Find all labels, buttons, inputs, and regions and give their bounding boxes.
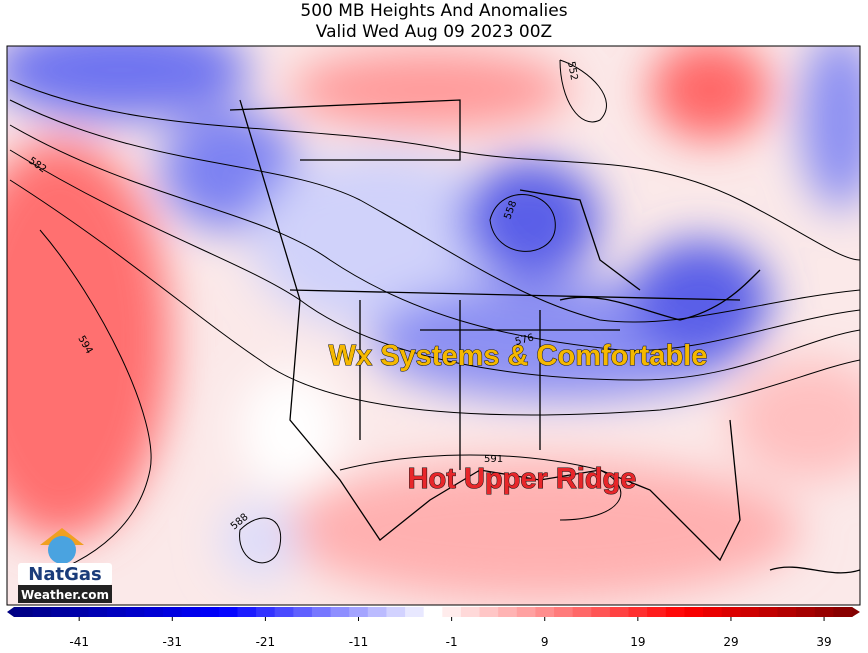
colorbar-step bbox=[777, 607, 797, 617]
logo-icon bbox=[48, 536, 76, 564]
colorbar-step bbox=[349, 607, 369, 617]
colorbar-step bbox=[274, 607, 294, 617]
colorbar-step bbox=[386, 607, 406, 617]
colorbar-step bbox=[237, 607, 257, 617]
colorbar-step bbox=[293, 607, 313, 617]
colorbar-step bbox=[423, 607, 443, 617]
colorbar-tick-label: 29 bbox=[723, 635, 738, 649]
colorbar-step bbox=[740, 607, 760, 617]
contour-label: 576 bbox=[514, 332, 535, 348]
annotation: Hot Upper Ridge bbox=[408, 463, 637, 495]
colorbar-step bbox=[256, 607, 276, 617]
colorbar-step bbox=[460, 607, 481, 617]
colorbar-step bbox=[51, 607, 71, 617]
boundaries bbox=[229, 99, 860, 574]
logo-text: Weather.com bbox=[21, 588, 109, 602]
colorbar-step bbox=[14, 607, 34, 617]
map-frame bbox=[6, 45, 861, 606]
colorbar-tick-label: -1 bbox=[446, 635, 458, 649]
colorbar-step bbox=[200, 607, 220, 617]
colorbar-tick-label: -31 bbox=[162, 635, 182, 649]
colorbar-step bbox=[814, 607, 834, 617]
contour-label: 591 bbox=[484, 454, 503, 465]
colorbar-step bbox=[405, 607, 425, 617]
colorbar-step bbox=[218, 607, 238, 617]
colorbar-step bbox=[181, 607, 201, 617]
colorbar-step bbox=[107, 607, 127, 617]
logo-bg bbox=[18, 563, 112, 585]
logo-text: NatGas bbox=[28, 564, 101, 585]
colorbar-step bbox=[758, 607, 779, 617]
colorbar-step bbox=[703, 607, 723, 617]
colorbar-step bbox=[32, 607, 52, 617]
logo: NatGas Weather.com bbox=[18, 528, 112, 603]
colorbar-step bbox=[516, 607, 536, 617]
colorbar-tick-label: -41 bbox=[69, 635, 89, 649]
title: 500 MB Heights And Anomalies bbox=[300, 1, 567, 21]
logo-bg bbox=[18, 585, 112, 603]
colorbar-step bbox=[88, 607, 108, 617]
colorbar-tick-label: 9 bbox=[541, 635, 549, 649]
colorbar-step bbox=[796, 607, 816, 617]
contours bbox=[9, 59, 860, 581]
colorbar-step bbox=[833, 607, 853, 617]
colorbar-step bbox=[367, 607, 387, 617]
colorbar-step bbox=[665, 607, 685, 617]
colorbar-step bbox=[330, 607, 350, 617]
colorbar-step bbox=[684, 607, 704, 617]
colorbar-step bbox=[144, 607, 164, 617]
annotation: Wx Systems & Comfortable bbox=[329, 340, 708, 372]
colorbar-step bbox=[647, 607, 667, 617]
colorbar-tick-label: 19 bbox=[630, 635, 645, 649]
colorbar-step bbox=[498, 607, 518, 617]
colorbar-step bbox=[162, 607, 183, 617]
map bbox=[7, 46, 860, 605]
colorbar-end bbox=[7, 607, 14, 617]
colorbar-step bbox=[591, 607, 611, 617]
colorbar-step bbox=[69, 607, 89, 617]
contour-label: 552 bbox=[565, 61, 579, 82]
colorbar-step bbox=[572, 607, 592, 617]
colorbar-step bbox=[479, 607, 499, 617]
colorbar-step bbox=[125, 607, 145, 617]
colorbar-step bbox=[609, 607, 630, 617]
colorbar-step bbox=[554, 607, 574, 617]
subtitle: Valid Wed Aug 09 2023 00Z bbox=[316, 22, 552, 42]
colorbar-step bbox=[535, 607, 555, 617]
colorbar: -41 -31 -21 -11 -1 9 19 29 39 bbox=[7, 607, 860, 649]
colorbar-step bbox=[721, 607, 741, 617]
colorbar-step bbox=[311, 607, 332, 617]
colorbar-step bbox=[628, 607, 648, 617]
colorbar-tick-label: 39 bbox=[816, 635, 831, 649]
colorbar-tick-label: -21 bbox=[256, 635, 276, 649]
colorbar-tick-label: -11 bbox=[349, 635, 369, 649]
colorbar-end bbox=[852, 607, 860, 617]
colorbar-step bbox=[442, 607, 462, 617]
